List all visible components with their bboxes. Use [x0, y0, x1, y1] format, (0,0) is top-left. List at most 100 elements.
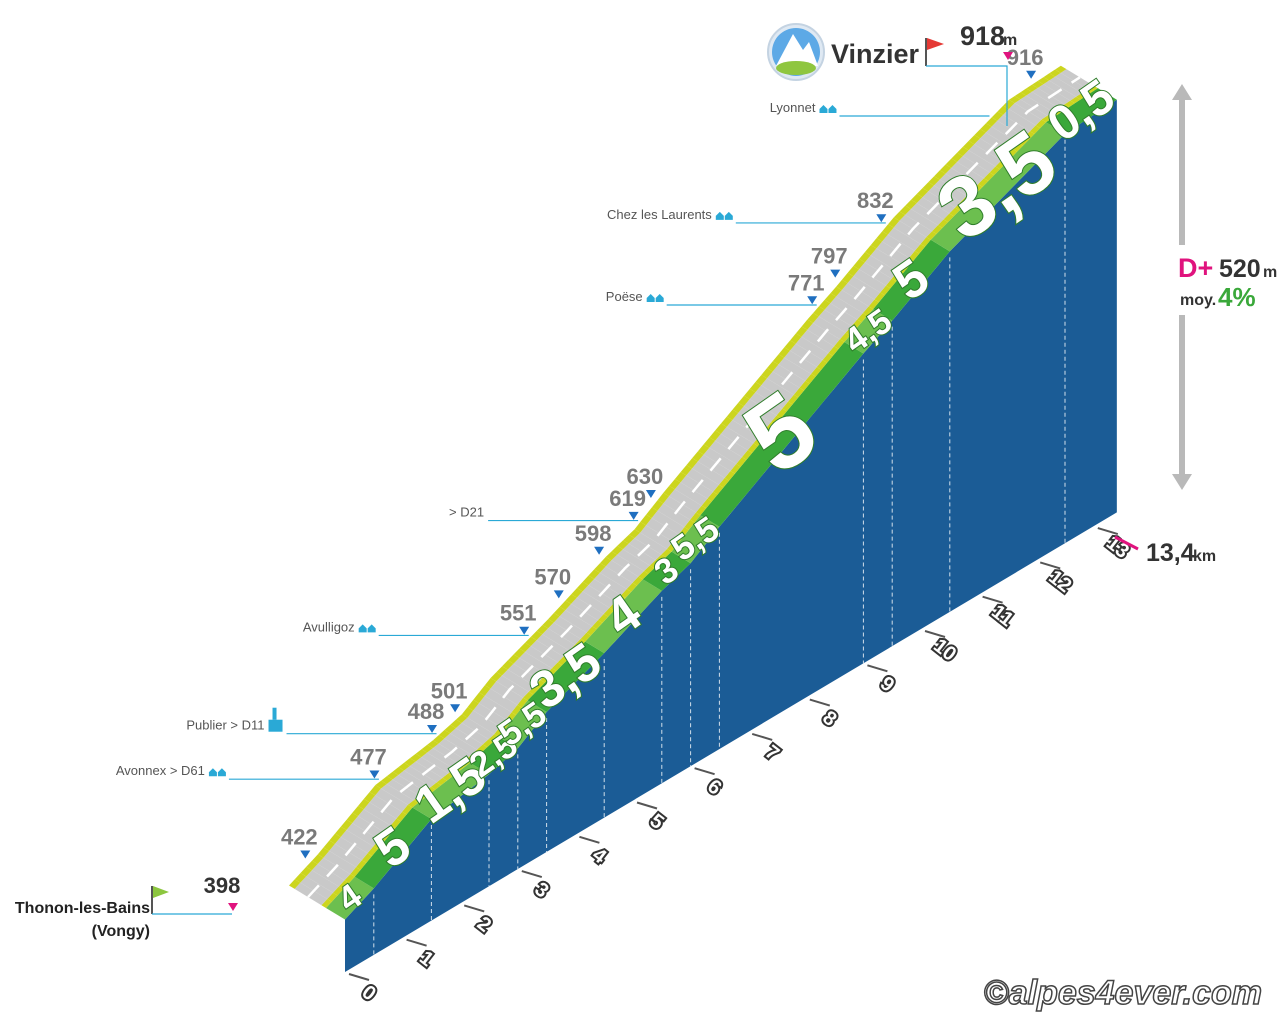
road-edge-far [922, 182, 934, 192]
road-edge-far [507, 654, 520, 664]
road-surface [853, 269, 886, 293]
road-edge-near [338, 880, 349, 890]
road-edge-near [603, 607, 614, 617]
road-edge-far [484, 677, 497, 689]
elevation-marker-icon [876, 214, 887, 223]
road-edge-near [834, 339, 845, 349]
elevation-marker-icon [369, 770, 380, 779]
road-edge-far [433, 735, 445, 744]
road-edge-near [574, 638, 586, 648]
road-edge-far [651, 500, 664, 511]
road-edge-near [1070, 96, 1081, 104]
road-edge-near [724, 470, 735, 481]
road-edge-far [801, 319, 813, 330]
road-edge-far [335, 826, 347, 837]
gradient-band-11 [873, 239, 950, 321]
road-surface [968, 144, 1002, 167]
road-edge-far [939, 164, 952, 174]
km-tick [406, 938, 427, 947]
elevation-marker-icon [594, 546, 605, 555]
summit-flag-icon [925, 38, 944, 66]
road-edge-near [407, 800, 419, 808]
road-surface [830, 296, 863, 320]
place-label-0: Avonnex > D61 [116, 763, 205, 778]
road-edge-far [548, 612, 560, 623]
road-surface [813, 316, 846, 340]
road-surface [357, 809, 391, 833]
road-edge-far [962, 140, 975, 151]
road-edge-near [811, 366, 822, 377]
road-edge-near [1076, 93, 1087, 100]
road-surface [922, 191, 956, 214]
elevation-marker-icon [300, 850, 311, 859]
place-label-6: Lyonnet [770, 100, 816, 115]
road-surface [444, 733, 477, 755]
gradient-band-0 [325, 876, 374, 920]
distance-value: 13,4 [1146, 539, 1195, 567]
road-edge-far [951, 152, 963, 162]
road-surface [582, 585, 616, 608]
gradient-band-10 [844, 309, 893, 354]
km-tick [867, 664, 888, 673]
road-surface [599, 566, 633, 590]
road-edge-near [1024, 131, 1035, 140]
road-edge-far [663, 485, 675, 497]
road-edge-near [321, 898, 332, 908]
road-edge-far [623, 534, 635, 544]
houses-icon [358, 624, 376, 633]
road-edge-far [530, 630, 543, 641]
road-edge-near [540, 674, 551, 683]
road-edge-far [692, 451, 704, 462]
summit-block: Vinzier 918 m [767, 21, 1017, 126]
start-block: Thonon-les-Bains (Vongy) 398 [15, 873, 240, 940]
road-edge-near [880, 285, 891, 296]
road-edge-far [905, 199, 917, 209]
road-edge-far [386, 771, 399, 780]
road-edge-far [813, 306, 825, 317]
road-edge-near [684, 519, 695, 530]
road-edge-far [582, 575, 595, 586]
road-edge-far [617, 540, 629, 550]
road-surface [726, 419, 760, 444]
road-edge-far [772, 354, 785, 365]
road-edge-far [957, 146, 969, 157]
road-edge-near [465, 754, 476, 763]
road-edge-far [519, 642, 531, 652]
elevation-label-2: 477 [350, 744, 387, 769]
profile-side-wall [345, 99, 1117, 973]
profile-top-surface [289, 65, 1117, 920]
road-edge-far [761, 368, 773, 379]
road-edge-near [356, 860, 367, 870]
road-edge-near [649, 559, 661, 569]
road-edge-far [450, 719, 462, 729]
road-edge-far [853, 258, 865, 270]
road-edge-far [847, 265, 860, 277]
road-edge-near [885, 278, 897, 289]
elevation-marker-icon [807, 296, 818, 305]
elevation-label-1: 422 [281, 825, 318, 850]
road-edge-near [903, 257, 914, 268]
road-edge-far [882, 224, 894, 235]
road-edge-near [396, 811, 407, 822]
road-edge-far [300, 866, 312, 877]
gradient-band-2 [412, 762, 489, 820]
road-edge-near [1041, 115, 1052, 123]
road-edge-near [937, 219, 949, 229]
elevation-label-8: 619 [609, 486, 646, 511]
road-edge-near [505, 712, 517, 723]
road-edge-near [448, 768, 459, 777]
road-edge-near [419, 791, 430, 799]
road-edge-near [701, 498, 712, 509]
road-edge-near [943, 213, 954, 223]
elevation-label-3: 488 [408, 699, 445, 724]
km-tick [348, 973, 370, 981]
road-surface [519, 651, 552, 675]
road-surface [657, 503, 691, 528]
road-edge-near [1053, 108, 1064, 115]
road-edge-near [770, 415, 781, 426]
road-edge-near [730, 464, 741, 474]
km-tick [1097, 527, 1119, 536]
road-surface [340, 830, 374, 854]
km-label-3: 3 [530, 878, 552, 902]
road-edge-far [381, 776, 393, 784]
